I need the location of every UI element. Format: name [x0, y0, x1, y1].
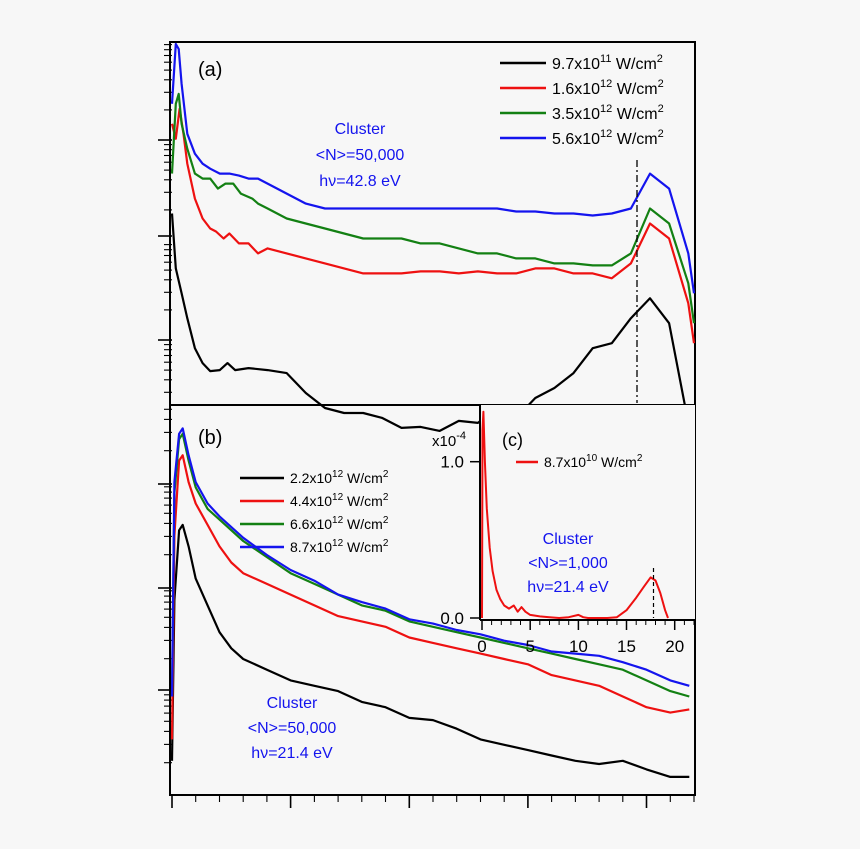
panel-b-series-line-1 — [170, 523, 690, 778]
panel-c-legend-label: 8.7x1010 W/cm2 — [544, 453, 643, 470]
legend-unit-exponent: 2 — [383, 515, 389, 526]
panel-a-annotation-line-1: Cluster — [335, 121, 386, 138]
panel-c-x-tick-label: 15 — [617, 637, 636, 656]
legend-text: 2.2x10 — [290, 470, 332, 486]
panel-a-series-group — [170, 42, 696, 432]
panel-b-legend-label-2: 4.4x1012 W/cm2 — [290, 492, 389, 509]
panel-b-annotation-line-1: Cluster — [267, 695, 318, 712]
panel-b-legend-label-1: 2.2x1012 W/cm2 — [290, 469, 389, 486]
legend-unit-exponent: 2 — [658, 103, 664, 115]
legend-exponent: 12 — [332, 469, 344, 480]
panel-a-legend-label-2: 1.6x1012 W/cm2 — [552, 78, 664, 98]
panel-c-multiplier-exp: -4 — [456, 430, 466, 442]
legend-exponent: 12 — [332, 538, 344, 549]
panel-a-annotation-line-3: hν=42.8 eV — [319, 173, 401, 190]
panel-c-x-tick-label: 0 — [477, 637, 486, 656]
panel-a-annotation-line-2: <N>=50,000 — [316, 147, 405, 164]
legend-unit: W/cm — [612, 106, 657, 123]
panel-a-legend-label-4: 5.6x1012 W/cm2 — [552, 128, 664, 148]
legend-text: 1.6x10 — [552, 81, 600, 98]
legend-text: 6.6x10 — [290, 516, 332, 532]
legend-unit: W/cm — [597, 454, 637, 470]
legend-unit: W/cm — [343, 470, 383, 486]
legend-unit-exponent: 2 — [658, 78, 664, 90]
panel-a-series-line-2 — [170, 107, 696, 344]
legend-unit-exponent: 2 — [657, 53, 663, 65]
legend-unit-exponent: 2 — [383, 469, 389, 480]
legend-unit-exponent: 2 — [658, 128, 664, 140]
legend-text: 9.7x10 — [552, 56, 600, 73]
panel-c-x-tick-label: 10 — [569, 637, 588, 656]
panel-b-series-group — [170, 427, 690, 778]
panel-c-y-tick-label: 1.0 — [440, 453, 464, 472]
panel-c-y-tick-label: 0.0 — [440, 609, 464, 628]
panel-c-y-multiplier: x10-4 — [432, 430, 466, 450]
legend-exponent: 12 — [600, 78, 612, 90]
panel-b-annotation: Cluster <N>=50,000 hν=21.4 eV — [248, 695, 337, 762]
panel-c-x-tick-label: 5 — [525, 637, 534, 656]
legend-unit: W/cm — [343, 516, 383, 532]
legend-unit-exponent: 2 — [383, 538, 389, 549]
panel-b: (b) Cluster <N>=50,000 hν=21.4 eV 2.2x10… — [158, 404, 696, 808]
panel-c-annotation-line-2: <N>=1,000 — [528, 555, 608, 572]
legend-unit: W/cm — [343, 493, 383, 509]
panel-b-series-line-2 — [170, 454, 690, 740]
panel-c-background — [480, 405, 695, 620]
legend-unit: W/cm — [343, 539, 383, 555]
panel-a-legend-label-1: 9.7x1011 W/cm2 — [552, 53, 663, 73]
legend-text: 5.6x10 — [552, 131, 600, 148]
legend-exponent: 12 — [332, 492, 344, 503]
legend-text: 4.4x10 — [290, 493, 332, 509]
panel-a-axis-ticks — [158, 44, 172, 393]
legend-text: 8.7x10 — [544, 454, 586, 470]
panel-b-label: (b) — [198, 427, 222, 449]
legend-unit: W/cm — [612, 81, 657, 98]
panel-c-annotation-line-1: Cluster — [543, 531, 594, 548]
panel-b-legend-label-4: 8.7x1012 W/cm2 — [290, 538, 389, 555]
panel-c-inset: 0 5 10 15 20 0.0 1.0 (c) x10-4 Cluster <N>=1,0… — [432, 405, 695, 656]
legend-exponent: 10 — [586, 453, 598, 464]
panel-c-series-group — [481, 410, 669, 619]
panel-a-series-line-1 — [170, 213, 690, 432]
panel-c-multiplier-base: x10 — [432, 433, 456, 450]
legend-unit-exponent: 2 — [637, 453, 643, 464]
panel-c-annotation-line-3: hν=21.4 eV — [527, 579, 609, 596]
legend-exponent: 12 — [600, 128, 612, 140]
legend-exponent: 12 — [600, 103, 612, 115]
panel-b-series-line-4 — [170, 427, 690, 697]
legend-unit-exponent: 2 — [383, 492, 389, 503]
legend-text: 8.7x10 — [290, 539, 332, 555]
panel-b-annotation-line-2: <N>=50,000 — [248, 720, 337, 737]
panel-c-label: (c) — [502, 430, 523, 450]
panel-c-x-tick-label: 20 — [665, 637, 684, 656]
panel-a-annotation: Cluster <N>=50,000 hν=42.8 eV — [316, 121, 405, 190]
panel-b-legend-label-3: 6.6x1012 W/cm2 — [290, 515, 389, 532]
panel-b-axis-ticks — [158, 408, 695, 808]
legend-unit: W/cm — [612, 131, 657, 148]
panel-a-label: (a) — [198, 59, 222, 81]
panel-b-series-line-3 — [170, 432, 690, 698]
legend-unit: W/cm — [611, 56, 656, 73]
panel-c-annotation: Cluster <N>=1,000 hν=21.4 eV — [527, 531, 609, 596]
panel-b-annotation-line-3: hν=21.4 eV — [251, 745, 333, 762]
panel-c-legend: 8.7x1010 W/cm2 — [516, 453, 643, 470]
panel-c-axis-ticks: 0 5 10 15 20 0.0 1.0 — [440, 453, 695, 656]
panel-a-legend-label-3: 3.5x1012 W/cm2 — [552, 103, 664, 123]
panel-a-series-line-3 — [170, 92, 696, 324]
panel-a-series-line-4 — [170, 42, 696, 294]
legend-text: 3.5x10 — [552, 106, 600, 123]
panel-a: (a) Cluster <N>=50,000 hν=42.8 eV 9.7x10… — [158, 41, 696, 432]
legend-exponent: 11 — [600, 53, 611, 65]
legend-exponent: 12 — [332, 515, 344, 526]
panel-c-series-line-1 — [481, 410, 669, 619]
